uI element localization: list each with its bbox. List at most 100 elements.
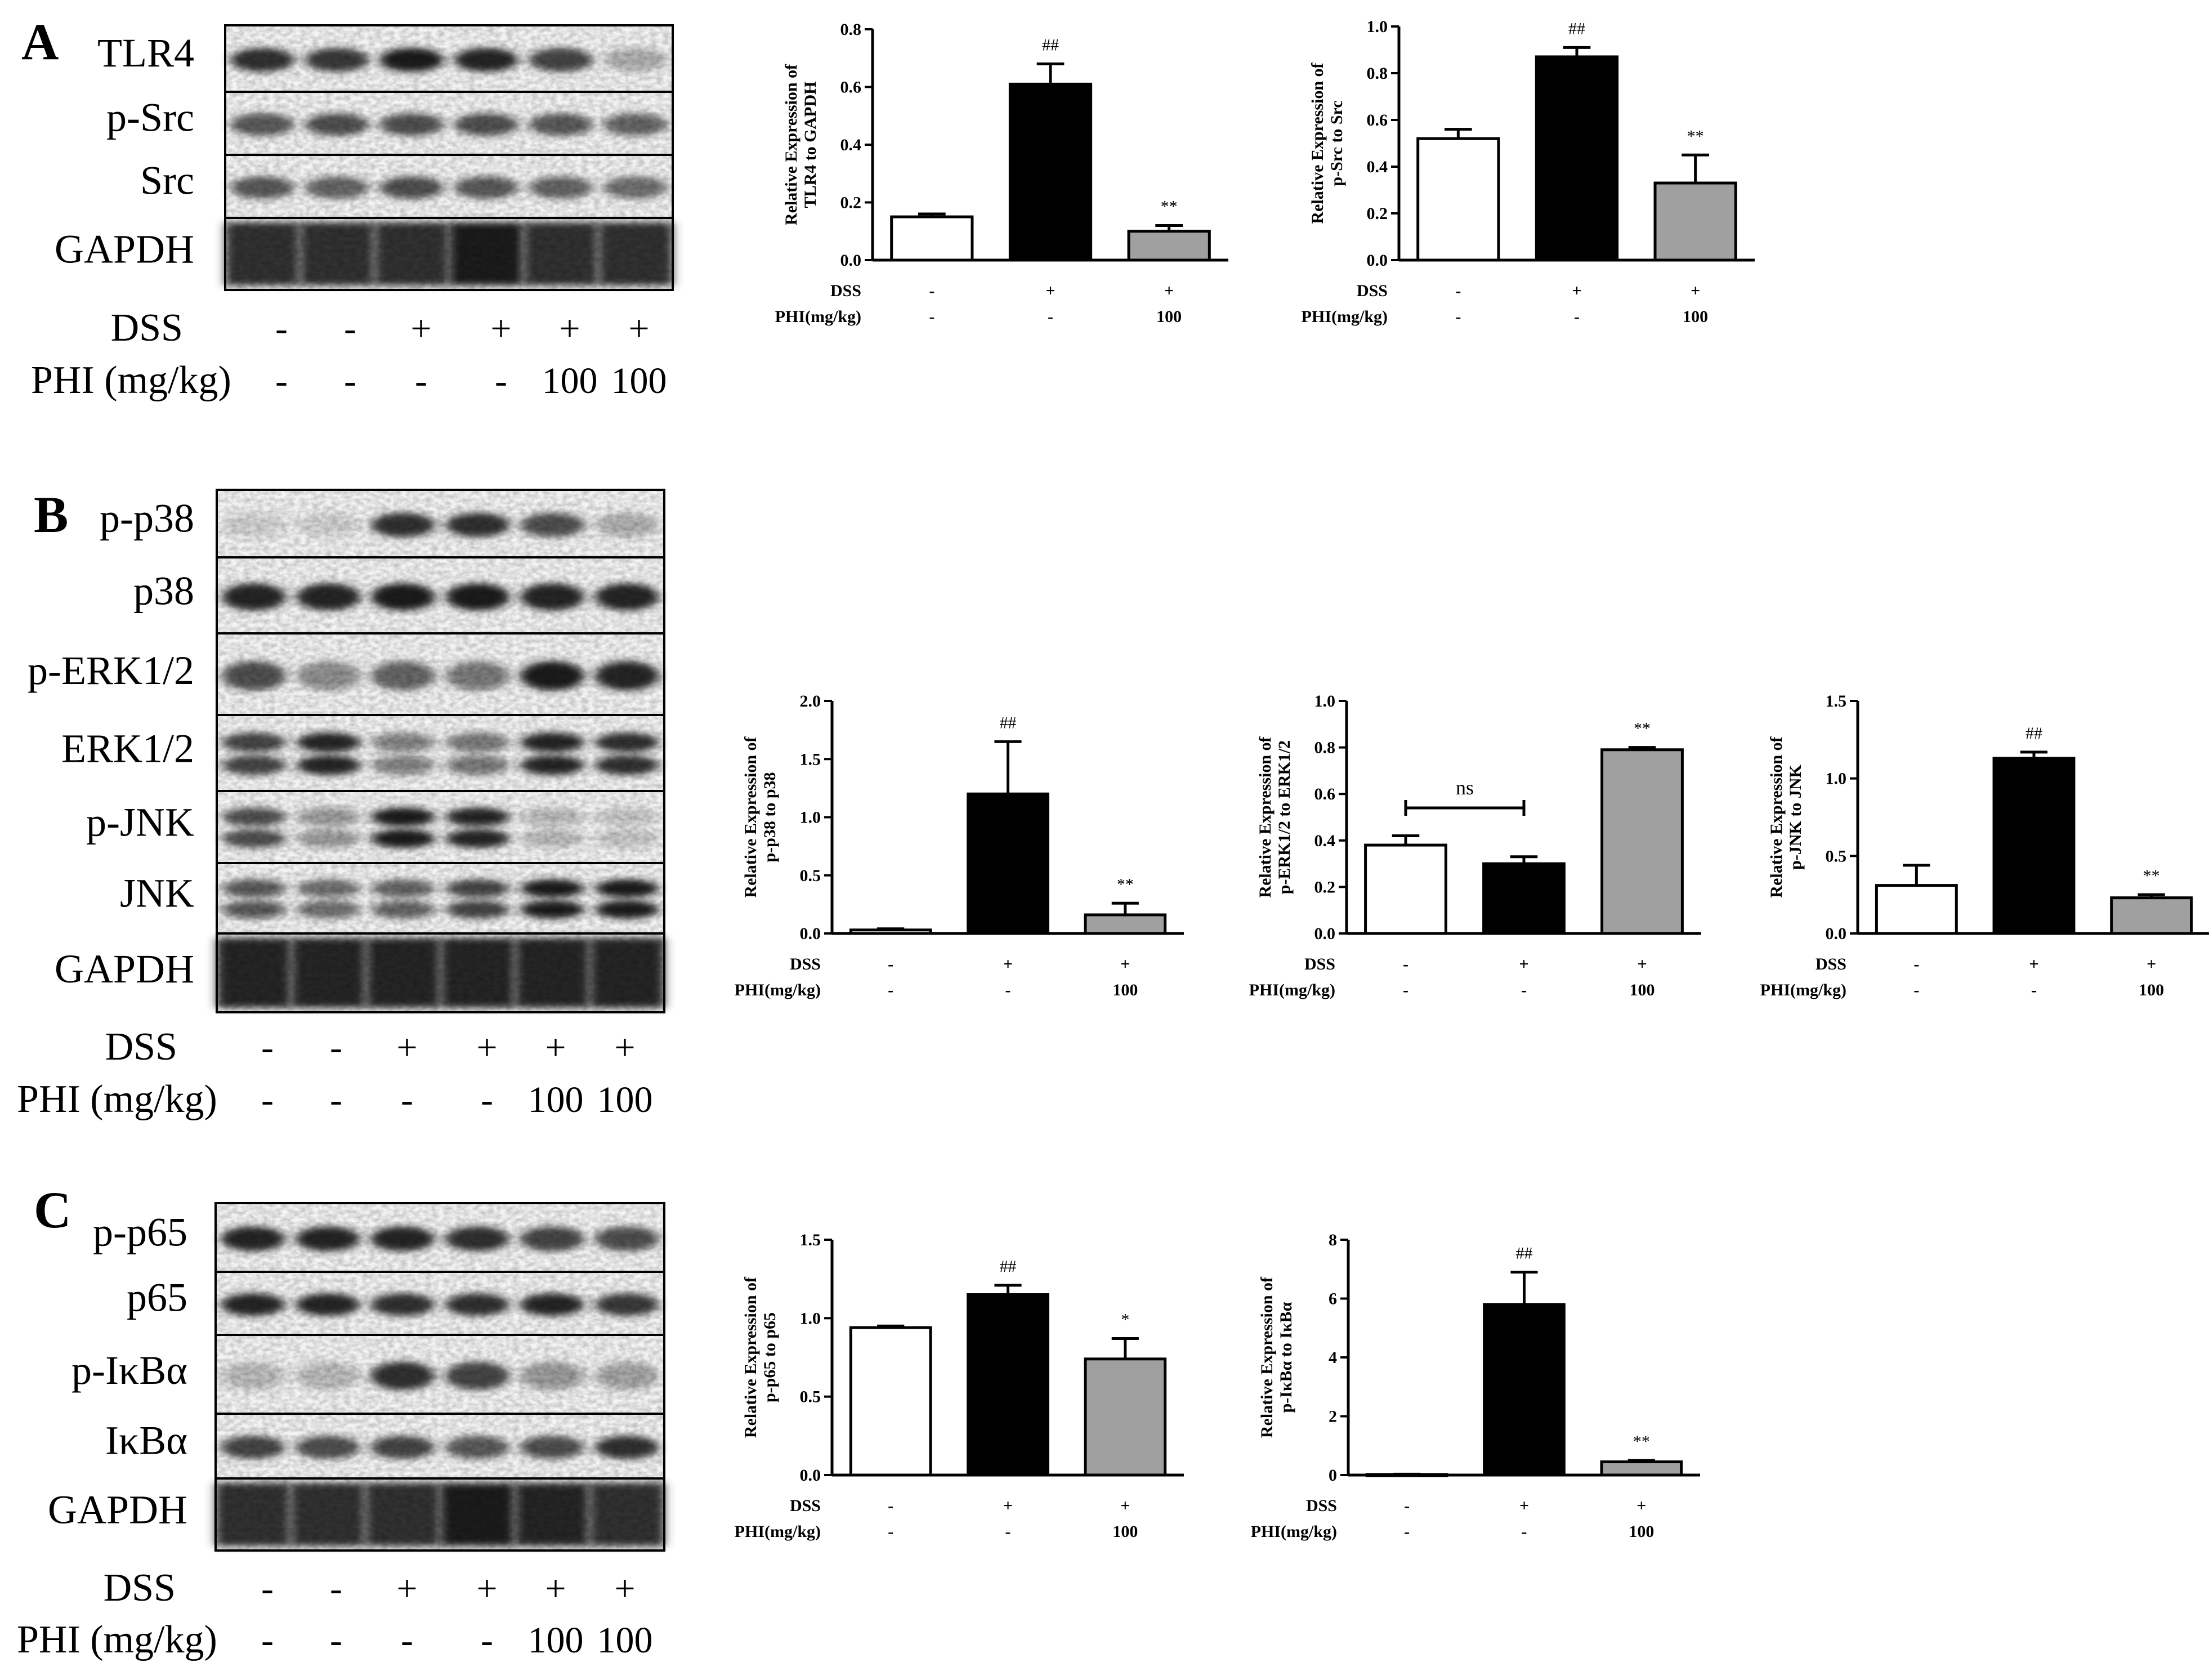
blot-row-label: p-p65 [93,1210,187,1255]
bar-dss-phi [1084,913,1167,935]
ns-label: ns [1456,776,1474,799]
dss-sign: + [1120,1496,1130,1515]
y-tick-label: 0.5 [800,1388,821,1406]
western-blot-a: TLR4 p-Src Src GAPDH DSS PHI (mg/kg) - - + + + + - - -… [31,24,674,402]
dss-row-label: DSS [111,306,183,350]
dss-lane-sign: + [559,308,580,349]
dss-lane-sign: + [545,1568,566,1609]
phi-dose: 100 [1156,307,1182,326]
bar-dss [1008,82,1093,262]
y-axis-title-line: TLR4 to GAPDH [801,82,820,208]
panel-a: A TLR4 p-Src Src GAPDH DSS PHI (mg/kg) - - + + + + -… [21,13,1755,402]
dss-lane-sign: - [261,1027,274,1068]
panel-letter-b: B [34,486,68,543]
y-axis-title-line: p-Src to Src [1327,100,1346,186]
blot-texture [225,25,673,92]
dss-label: DSS [1357,282,1388,300]
y-tick-label: 0.4 [1314,832,1336,850]
phi-lane-value: - [344,360,356,401]
bar-chart-p-p65: 0.0 0.5 1.0 1.5 Relative Expression ofp-p65 … [735,1231,1184,1541]
y-axis-title: Relative Expression ofp-p38 to p38 [741,736,779,897]
phi-lane-value: - [415,360,427,401]
dss-label: DSS [1304,955,1335,973]
phi-dose: - [888,981,893,999]
bar-dss-phi [1600,748,1684,935]
y-tick-label: 0.2 [1314,878,1336,896]
significance-mark: * [1121,1311,1129,1329]
blot-row-ikba: IκBα [105,1413,665,1480]
y-tick-label: 0.8 [1314,739,1336,757]
dss-lane-sign: - [275,308,288,349]
phi-lane-value: - [261,1079,274,1120]
dss-lane-sign: + [614,1568,635,1609]
y-axis-title-line: Relative Expression of [741,1276,760,1438]
bar-control [1416,137,1500,262]
dss-lane-sign: + [614,1027,635,1068]
blot-row-gapdh: GAPDH [55,932,665,1013]
dss-sign: + [1691,282,1700,300]
blot-border [224,217,674,291]
phi-lane-value: - [275,360,288,401]
blot-texture [216,1272,664,1335]
y-axis-title-line: p-IκBα to IκBα [1277,1302,1295,1413]
significance-mark: ## [1000,1257,1017,1276]
y-axis-title-line: Relative Expression of [1258,1276,1276,1438]
bar-dss-phi [1600,1460,1683,1477]
phi-lane-value: - [401,1079,413,1120]
phi-lane-value: 100 [611,360,667,401]
phi-label: PHI(mg/kg) [1760,981,1846,999]
significance-mark: ** [1633,1432,1650,1451]
significance-mark: ** [1634,720,1651,738]
blot-row-label: JNK [120,871,194,916]
y-tick-label: 0.2 [1367,204,1388,223]
blot-row-erk1-2: ERK1/2 [61,714,665,792]
dss-sign: - [888,1496,893,1515]
y-tick-label: 0.2 [840,194,862,212]
blot-row-tlr4: TLR4 [97,24,674,93]
significance-mark: ## [1000,713,1017,732]
panel-letter-c: C [34,1181,71,1239]
y-tick-label: 0.8 [840,20,862,39]
phi-dose: - [1455,307,1461,326]
dss-lane-sign: + [476,1027,497,1068]
phi-lane-value: - [481,1620,493,1661]
dss-sign: - [1403,955,1408,973]
phi-row-label: PHI (mg/kg) [17,1618,217,1661]
y-axis-title-line: Relative Expression of [1767,736,1786,897]
y-tick-label: 1.5 [800,750,821,768]
blot-texture [217,633,664,715]
blot-row-label: GAPDH [55,946,194,991]
y-axis-title-line: Relative Expression of [1308,62,1327,224]
phi-dose: - [888,1522,893,1541]
blot-row-label: p-JNK [86,799,194,845]
blot-texture [225,218,673,290]
phi-label: PHI(mg/kg) [1251,1522,1337,1541]
blot-texture [216,1335,664,1414]
dss-sign: + [1519,1496,1529,1515]
phi-dose: 100 [1630,981,1655,999]
blot-row-p38: p38 [133,556,665,635]
phi-dose: 100 [1112,1522,1138,1541]
dss-sign: + [1636,1496,1646,1515]
y-tick-label: 0.0 [800,924,821,943]
dss-lane-sign: + [490,308,511,349]
blot-row-label: p-ERK1/2 [28,648,194,693]
bar-dss [1482,862,1566,935]
blot-texture [225,92,673,155]
bar-control [849,928,932,935]
significance-mark: ## [1568,19,1585,38]
dss-sign: + [1572,282,1581,300]
blot-row-label: GAPDH [48,1487,187,1532]
phi-dose: - [1005,1522,1011,1541]
panel-letter-a: A [21,13,59,70]
y-axis-title-line: Relative Expression of [1256,736,1275,897]
bar-dss-phi [1653,181,1737,262]
bar-dss-phi [1084,1357,1167,1477]
dss-lane-sign: + [396,1027,417,1068]
dss-sign: + [1637,955,1647,973]
dss-label: DSS [1816,955,1846,973]
phi-row-label: PHI (mg/kg) [31,359,231,402]
blot-row-gapdh: GAPDH [55,217,674,291]
bar-control [849,1326,932,1477]
dss-sign: - [888,955,893,973]
